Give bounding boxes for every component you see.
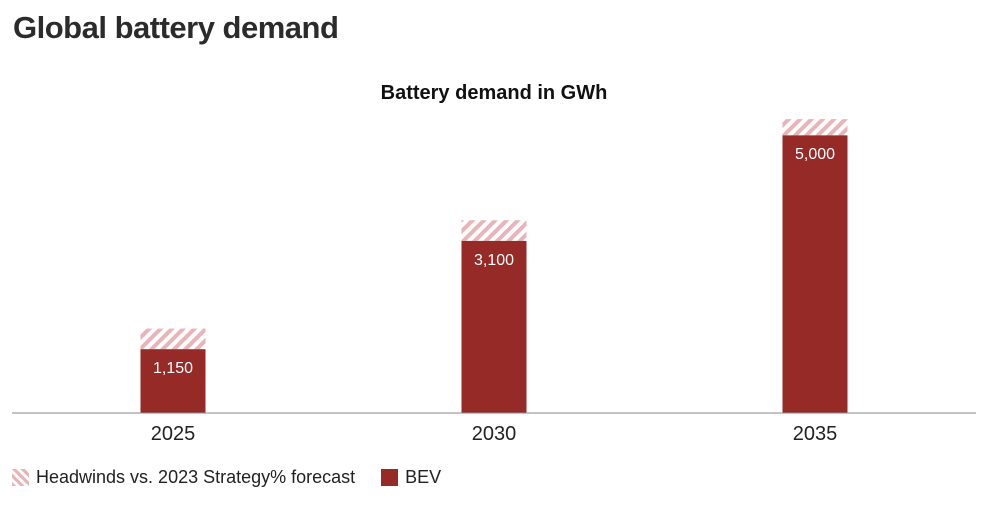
chart-title: Battery demand in GWh [381,82,608,104]
x-tick-label-2030: 2030 [472,423,517,445]
x-tick-labels: 2025 2030 2035 [151,423,838,445]
legend-item-headwinds: Headwinds vs. 2023 Strategy% forecast [12,467,355,488]
data-label-bev-2025: 1,150 [153,360,193,377]
bar-headwinds-2035 [782,119,848,136]
x-tick-label-2025: 2025 [151,423,196,445]
bar-bev-2035 [782,135,848,413]
legend-swatch-headwinds [12,469,29,486]
x-tick-label-2035: 2035 [793,423,838,445]
bar-headwinds-2025 [140,328,206,350]
bars-group: 1,150 3,100 5,000 [140,119,848,413]
bar-bev-2025 [140,349,206,413]
data-label-bev-2035: 5,000 [795,146,835,163]
legend-item-bev: BEV [381,467,441,488]
data-label-bev-2030: 3,100 [474,252,514,269]
legend-swatch-bev [381,469,399,486]
page-title: Global battery demand [13,10,339,45]
bar-headwinds-2030 [461,220,527,241]
bar-bev-2030 [461,240,527,413]
legend: Headwinds vs. 2023 Strategy% forecast BE… [12,467,467,488]
legend-label-bev: BEV [405,467,442,487]
legend-label-headwinds: Headwinds vs. 2023 Strategy% forecast [36,467,356,487]
